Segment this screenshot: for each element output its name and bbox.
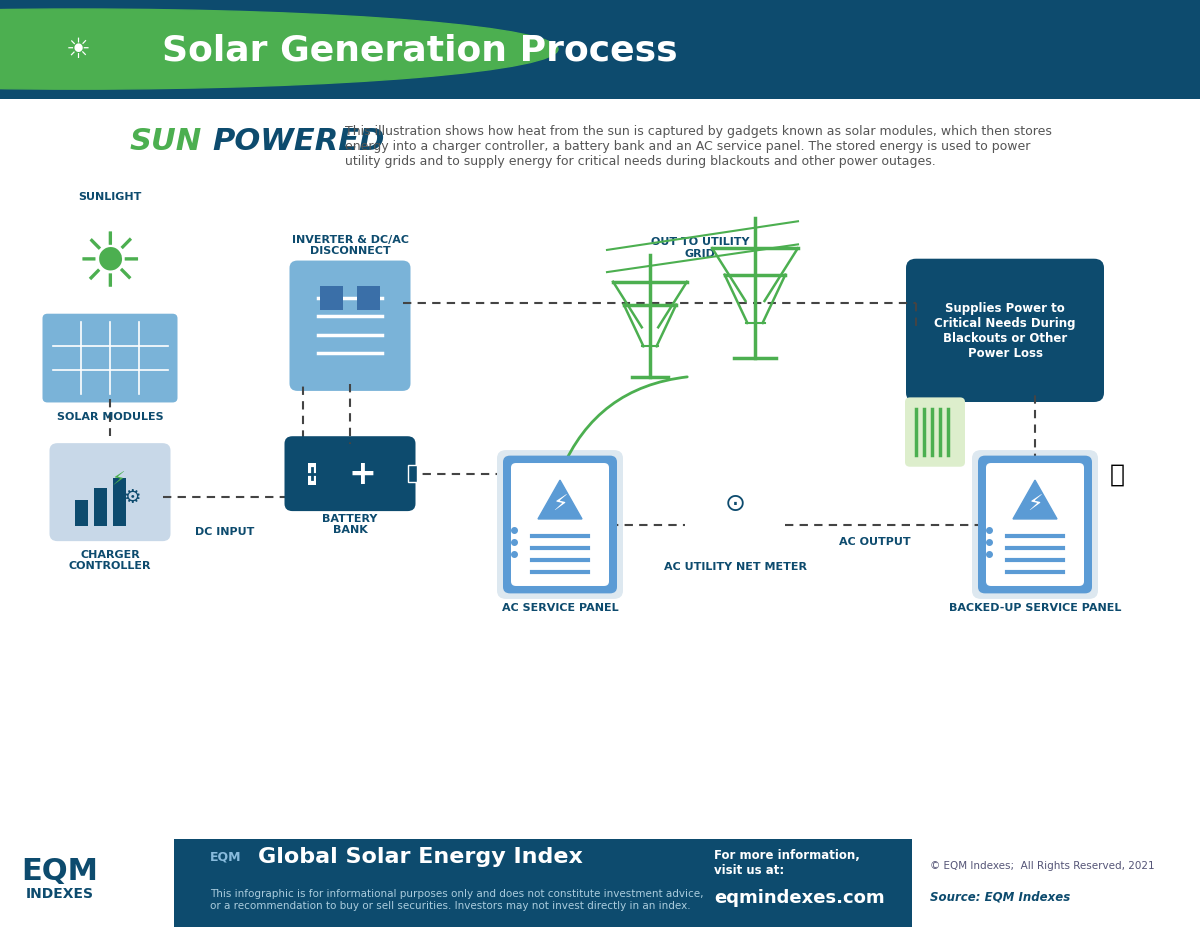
FancyBboxPatch shape bbox=[906, 260, 1104, 402]
Text: AC OUTPUT: AC OUTPUT bbox=[839, 537, 911, 547]
Polygon shape bbox=[538, 480, 582, 519]
Bar bbox=[0, 839, 174, 927]
FancyBboxPatch shape bbox=[497, 451, 623, 599]
Bar bbox=[174, 839, 912, 927]
FancyBboxPatch shape bbox=[49, 444, 170, 541]
Bar bbox=[113, 478, 126, 527]
Bar bbox=[320, 286, 343, 311]
FancyBboxPatch shape bbox=[42, 314, 178, 403]
Text: SOLAR MODULES: SOLAR MODULES bbox=[56, 412, 163, 422]
FancyBboxPatch shape bbox=[972, 451, 1098, 599]
Text: ⚙: ⚙ bbox=[114, 511, 126, 525]
FancyBboxPatch shape bbox=[503, 456, 617, 593]
Bar bbox=[94, 488, 107, 527]
Circle shape bbox=[0, 10, 558, 90]
Text: AC SERVICE PANEL: AC SERVICE PANEL bbox=[502, 603, 618, 613]
Text: ☀: ☀ bbox=[76, 229, 144, 303]
Text: Solar Generation Process: Solar Generation Process bbox=[162, 33, 678, 67]
Text: AC UTILITY NET METER: AC UTILITY NET METER bbox=[664, 562, 806, 571]
Bar bbox=[308, 464, 316, 485]
FancyBboxPatch shape bbox=[986, 464, 1084, 587]
Text: ⚡: ⚡ bbox=[552, 495, 568, 514]
Text: INVERTER & DC/AC
DISCONNECT: INVERTER & DC/AC DISCONNECT bbox=[292, 235, 408, 256]
Text: ⚙: ⚙ bbox=[124, 488, 140, 507]
Text: ⚡: ⚡ bbox=[1027, 495, 1043, 514]
Text: eqmindexes.com: eqmindexes.com bbox=[714, 888, 884, 906]
Bar bbox=[912, 839, 1200, 927]
Text: This infographic is for informational purposes only and does not constitute inve: This infographic is for informational pu… bbox=[210, 888, 703, 909]
Text: Global Solar Energy Index: Global Solar Energy Index bbox=[258, 846, 583, 867]
Text: EQM: EQM bbox=[210, 850, 241, 863]
FancyBboxPatch shape bbox=[289, 261, 410, 391]
FancyBboxPatch shape bbox=[284, 437, 415, 512]
Text: BATTERY
BANK: BATTERY BANK bbox=[323, 514, 378, 535]
Text: This illustration shows how heat from the sun is captured by gadgets known as so: This illustration shows how heat from th… bbox=[346, 125, 1052, 168]
FancyBboxPatch shape bbox=[978, 456, 1092, 593]
Bar bbox=[408, 466, 418, 482]
Text: BACKED-UP SERVICE PANEL: BACKED-UP SERVICE PANEL bbox=[949, 603, 1121, 613]
Text: INDEXES: INDEXES bbox=[26, 886, 94, 900]
Text: Supplies Power to
Critical Needs During
Blackouts or Other
Power Loss: Supplies Power to Critical Needs During … bbox=[935, 302, 1075, 360]
Text: POWERED: POWERED bbox=[212, 127, 384, 156]
Text: DC INPUT: DC INPUT bbox=[196, 527, 254, 537]
Bar bbox=[358, 286, 380, 311]
Text: Source: EQM Indexes: Source: EQM Indexes bbox=[930, 890, 1070, 903]
Text: ⚡: ⚡ bbox=[112, 469, 125, 489]
Text: ⊙: ⊙ bbox=[725, 491, 745, 515]
Text: ⚙: ⚙ bbox=[712, 477, 758, 529]
FancyBboxPatch shape bbox=[511, 464, 610, 587]
Text: ☀: ☀ bbox=[66, 36, 90, 64]
FancyBboxPatch shape bbox=[905, 398, 965, 467]
Text: For more information,
visit us at:: For more information, visit us at: bbox=[714, 848, 860, 876]
Text: 🔌: 🔌 bbox=[1110, 463, 1124, 486]
Circle shape bbox=[707, 477, 763, 529]
Text: SUN: SUN bbox=[130, 127, 203, 156]
Polygon shape bbox=[1013, 480, 1057, 519]
Text: © EQM Indexes;  All Rights Reserved, 2021: © EQM Indexes; All Rights Reserved, 2021 bbox=[930, 860, 1154, 870]
Text: +: + bbox=[348, 458, 376, 490]
Text: CHARGER
CONTROLLER: CHARGER CONTROLLER bbox=[68, 549, 151, 571]
Text: OUT TO UTILITY
GRID: OUT TO UTILITY GRID bbox=[650, 237, 749, 259]
Text: SUNLIGHT: SUNLIGHT bbox=[78, 192, 142, 202]
Text: EQM: EQM bbox=[22, 857, 98, 885]
Bar bbox=[76, 501, 88, 527]
